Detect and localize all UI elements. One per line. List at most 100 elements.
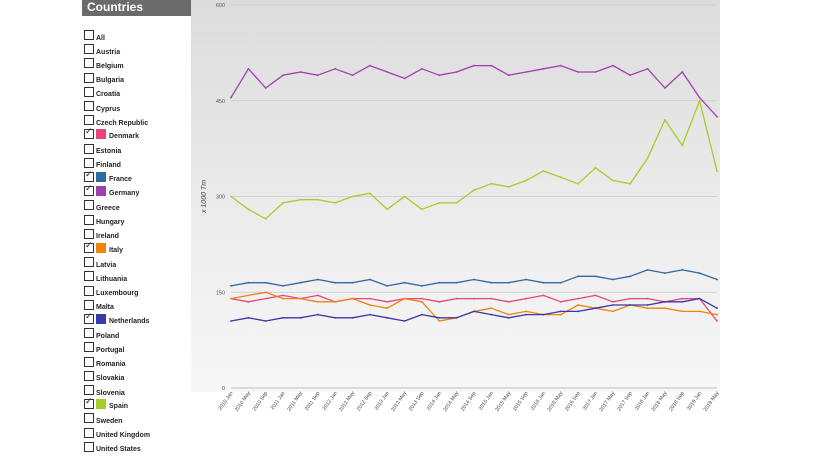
checkbox-finland[interactable] xyxy=(84,157,94,168)
checkbox-austria[interactable] xyxy=(84,44,94,55)
checkbox-belgium[interactable] xyxy=(84,58,94,69)
checkbox-united-kingdom[interactable] xyxy=(84,427,94,438)
checkbox-bulgaria[interactable] xyxy=(84,72,94,83)
x-tick-label: 2017 May xyxy=(599,390,617,412)
data-point-netherlands xyxy=(299,316,302,319)
country-item-luxembourg[interactable]: Luxembourg xyxy=(84,285,194,297)
checkbox-luxembourg[interactable] xyxy=(84,285,94,296)
country-item-united-kingdom[interactable]: United Kingdom xyxy=(84,427,194,439)
country-item-greece[interactable]: Greece xyxy=(84,199,194,212)
country-item-belgium[interactable]: Belgium xyxy=(84,57,194,70)
checkmark-icon: ✓ xyxy=(85,241,93,251)
checkbox-hungary[interactable] xyxy=(84,214,94,225)
data-point-spain xyxy=(403,195,406,198)
data-point-spain xyxy=(316,198,319,201)
data-point-italy xyxy=(716,313,718,316)
country-label: France xyxy=(109,175,132,183)
checkbox-lithuania[interactable] xyxy=(84,271,94,282)
country-item-ireland[interactable]: Ireland xyxy=(84,228,194,240)
checkbox-united-states[interactable] xyxy=(84,441,94,452)
data-point-italy xyxy=(282,297,284,300)
checkbox-ireland[interactable] xyxy=(84,228,94,239)
data-point-france xyxy=(369,278,371,281)
country-item-portugal[interactable]: Portugal xyxy=(84,341,194,354)
checkbox-denmark[interactable]: ✓ xyxy=(84,127,94,140)
country-item-united-states[interactable]: United States xyxy=(84,441,194,453)
data-point-france xyxy=(681,269,684,271)
country-item-cyprus[interactable]: Cyprus xyxy=(84,100,194,113)
country-item-romania[interactable]: Romania xyxy=(84,356,194,368)
checkbox-slovenia[interactable] xyxy=(84,385,94,395)
country-item-all[interactable]: All xyxy=(84,29,194,42)
country-item-germany[interactable]: ✓ Germany xyxy=(84,184,194,197)
data-point-spain xyxy=(334,202,336,204)
data-point-germany xyxy=(264,87,267,89)
country-item-italy[interactable]: ✓ Italy xyxy=(84,241,194,254)
checkbox-greece[interactable] xyxy=(84,200,94,211)
data-point-denmark xyxy=(681,297,684,300)
country-item-spain[interactable]: ✓ Spain xyxy=(84,397,194,410)
data-point-germany xyxy=(646,67,649,70)
country-item-lithuania[interactable]: Lithuania xyxy=(84,270,194,283)
country-item-netherlands[interactable]: ✓ Netherlands xyxy=(84,312,194,325)
data-point-italy xyxy=(334,300,336,303)
checkbox-portugal[interactable] xyxy=(84,342,94,353)
country-label: Slovenia xyxy=(96,389,125,397)
country-item-hungary[interactable]: Hungary xyxy=(84,214,194,226)
country-item-austria[interactable]: Austria xyxy=(84,43,194,56)
data-point-italy xyxy=(386,307,389,310)
data-point-spain xyxy=(681,144,684,147)
country-item-denmark[interactable]: ✓ Denmark xyxy=(84,127,194,140)
data-point-spain xyxy=(490,182,493,185)
country-item-czech-republic[interactable]: Czech Republic xyxy=(84,114,194,127)
data-point-italy xyxy=(664,307,666,310)
y-tick-label: 150 xyxy=(216,290,225,296)
country-label: All xyxy=(96,34,105,42)
checkbox-latvia[interactable] xyxy=(84,257,94,268)
checkmark-icon: ✓ xyxy=(85,170,93,180)
data-point-france xyxy=(403,281,406,284)
country-item-bulgaria[interactable]: Bulgaria xyxy=(84,72,194,84)
data-point-germany xyxy=(316,74,319,77)
checkbox-romania[interactable] xyxy=(84,356,94,367)
checkbox-spain[interactable]: ✓ xyxy=(84,397,94,410)
data-point-germany xyxy=(438,74,441,77)
checkbox-sweden[interactable] xyxy=(84,413,94,424)
country-item-latvia[interactable]: Latvia xyxy=(84,256,194,269)
data-point-netherlands xyxy=(455,316,458,319)
country-item-malta[interactable]: Malta xyxy=(84,299,194,311)
checkbox-croatia[interactable] xyxy=(84,86,94,97)
checkbox-all[interactable] xyxy=(84,30,94,40)
data-point-italy xyxy=(507,313,510,316)
checkbox-estonia[interactable] xyxy=(84,143,94,154)
country-label: Bulgaria xyxy=(96,77,125,85)
checkbox-italy[interactable]: ✓ xyxy=(84,241,94,253)
data-point-france xyxy=(507,281,510,284)
data-point-germany xyxy=(386,71,389,73)
data-point-italy xyxy=(421,300,423,303)
x-tick-label: 2013 Sep xyxy=(408,391,426,413)
country-item-poland[interactable]: Poland xyxy=(84,327,194,340)
checkbox-czech-republic[interactable] xyxy=(84,115,94,126)
data-point-spain xyxy=(646,157,649,160)
x-tick-label: 2013 Jan xyxy=(374,391,391,412)
country-item-slovenia[interactable]: Slovenia xyxy=(84,384,194,397)
country-item-sweden[interactable]: Sweden xyxy=(84,412,194,425)
checkbox-france[interactable]: ✓ xyxy=(84,170,94,182)
country-item-slovakia[interactable]: Slovakia xyxy=(84,370,194,382)
data-point-netherlands xyxy=(386,316,389,319)
data-point-france xyxy=(559,281,562,284)
checkbox-germany[interactable]: ✓ xyxy=(84,184,94,197)
country-item-estonia[interactable]: Estonia xyxy=(84,143,194,155)
checkbox-cyprus[interactable] xyxy=(84,101,94,111)
checkbox-netherlands[interactable]: ✓ xyxy=(84,312,94,324)
country-item-croatia[interactable]: Croatia xyxy=(84,86,194,98)
country-item-finland[interactable]: Finland xyxy=(84,157,194,169)
checkbox-slovakia[interactable] xyxy=(84,370,94,381)
country-item-france[interactable]: ✓ France xyxy=(84,170,194,183)
country-label: Poland xyxy=(96,332,120,340)
checkbox-malta[interactable] xyxy=(84,299,94,310)
data-point-italy xyxy=(525,310,527,313)
data-point-italy xyxy=(403,297,406,300)
checkbox-poland[interactable] xyxy=(84,328,94,339)
